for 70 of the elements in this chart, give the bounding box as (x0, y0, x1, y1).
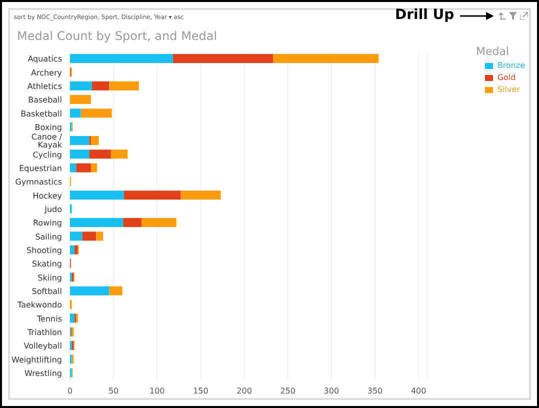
bar (76, 163, 91, 172)
bar (90, 163, 98, 172)
bar (180, 190, 221, 200)
bar (70, 95, 91, 104)
bar (70, 218, 124, 227)
y-tick-label: Basketball (20, 109, 62, 118)
legend-label: Silver (497, 85, 520, 94)
bar (70, 232, 82, 241)
y-tick-label: Sailing (35, 232, 62, 242)
x-tick-label: 100 (150, 386, 165, 396)
x-tick-label: 0 (67, 386, 73, 396)
y-tick-label: Archery (31, 68, 62, 78)
bar (70, 54, 173, 63)
y-tick-label: Baseball (28, 96, 62, 105)
bar (273, 54, 379, 63)
bar (124, 190, 181, 200)
text: Drill Up (395, 7, 454, 23)
y-tick-label: Athletics (27, 82, 62, 92)
bar (70, 190, 124, 200)
y-tick-label: Volleyball (24, 342, 62, 351)
y-tick-label: Tennis (36, 314, 62, 324)
bar (172, 54, 274, 63)
y-tick-label: Taekwondo (16, 300, 62, 310)
bar (109, 81, 139, 90)
bar (70, 245, 74, 254)
x-tick-label: 300 (324, 386, 340, 396)
y-tick-label: Weightlifting (12, 355, 62, 364)
y-tick-label: Cycling (32, 150, 62, 160)
x-tick-label: 250 (280, 386, 296, 396)
bar (74, 245, 78, 254)
y-tick-label: Boxing (34, 123, 62, 132)
y-tick-label: Hockey (32, 191, 62, 200)
y-tick-label: Skating (32, 260, 62, 269)
x-tick-label: 50 (108, 386, 119, 396)
x-tick-label: 200 (236, 386, 252, 396)
y-tick-label: Shooting (26, 246, 62, 256)
y-tick-label: Softball (32, 287, 62, 296)
x-tick-label: 350 (367, 386, 383, 396)
legend-label: Bronze (497, 61, 525, 70)
y-tick-label: Canoe / Kayak (31, 132, 62, 150)
bar (80, 108, 112, 118)
bar (70, 81, 92, 90)
y-tick-label: Judo (44, 205, 62, 214)
legend-label: Gold (497, 73, 516, 82)
bar (70, 314, 74, 323)
bar (89, 150, 111, 159)
bar (82, 232, 96, 241)
bar (70, 163, 76, 172)
bar (90, 136, 99, 145)
bar (109, 286, 122, 296)
bar (70, 286, 110, 296)
y-tick-label: Rowing (32, 218, 62, 228)
bar (70, 136, 90, 145)
bar (123, 218, 142, 227)
y-tick-label: Aquatics (28, 54, 62, 64)
y-tick-label: Equestrian (19, 164, 62, 174)
bar (96, 232, 104, 241)
bar (70, 150, 90, 159)
y-tick-label: Wrestling (24, 369, 62, 378)
bar (70, 108, 80, 118)
y-tick-label: Gymnastics (15, 178, 62, 187)
y-tick-label: Triathlon (26, 328, 62, 338)
bar (110, 150, 128, 159)
bar (92, 81, 110, 90)
chart-title: Medal Count by Sport, and Medal (17, 29, 218, 43)
x-tick-label: 400 (410, 386, 426, 396)
legend-title: Medal (476, 45, 510, 58)
y-tick-label: Skiing (38, 273, 62, 282)
x-tick-label: 150 (193, 386, 208, 396)
bar (141, 218, 176, 227)
